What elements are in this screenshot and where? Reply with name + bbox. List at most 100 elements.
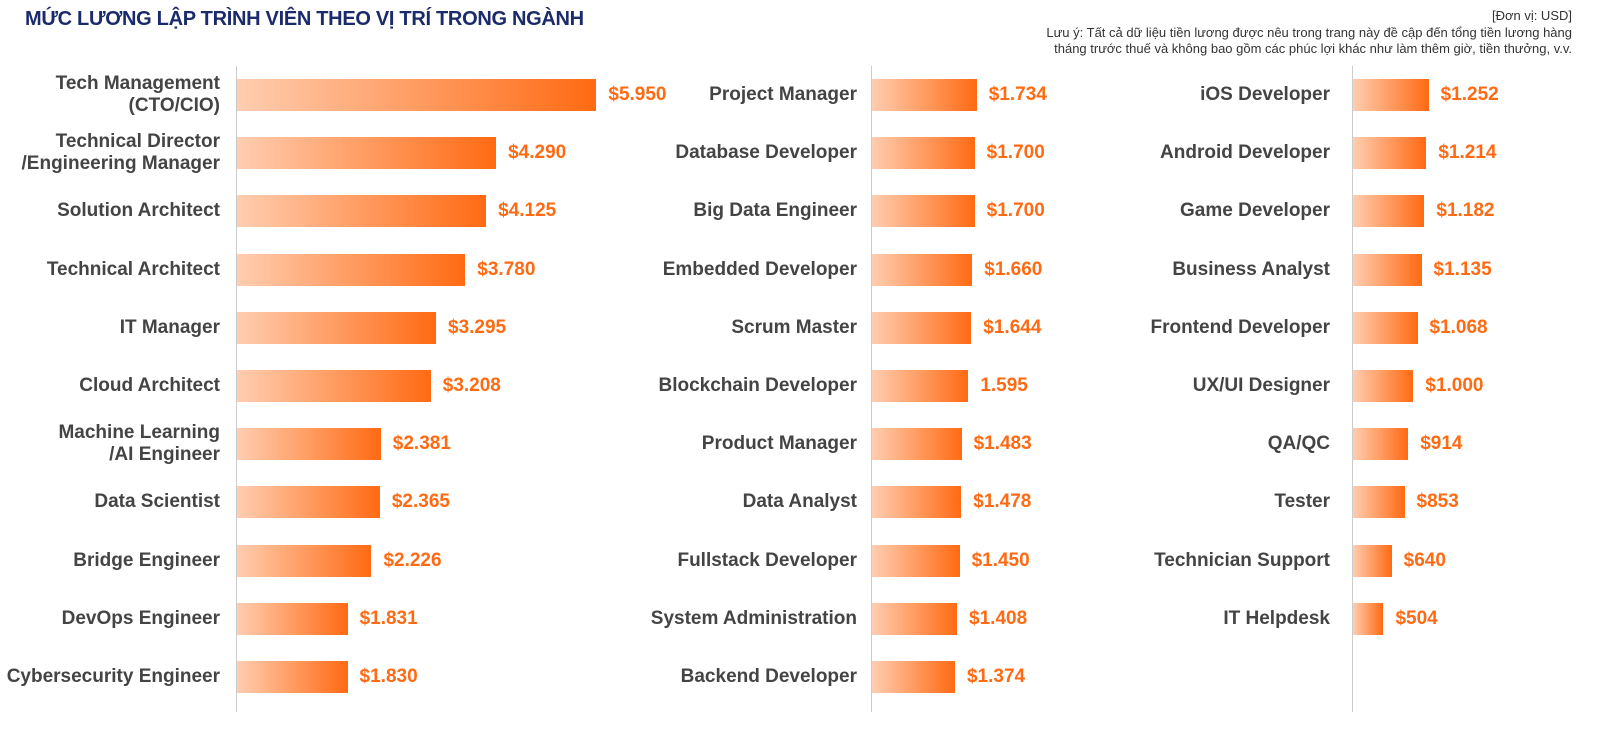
value-label: $3.208 — [442, 375, 501, 396]
title: MỨC LƯƠNG LẬP TRÌNH VIÊN THEO VỊ TRÍ TRO… — [25, 8, 584, 30]
bar — [1353, 544, 1392, 577]
bar — [1353, 195, 1425, 228]
bar — [237, 79, 597, 111]
value-label: $640 — [1403, 549, 1446, 571]
bar — [1353, 311, 1418, 344]
category-label: IT Helpdesk — [1223, 607, 1330, 629]
category-label: Cloud Architect — [79, 375, 220, 396]
bar — [872, 602, 958, 635]
value-label: $1.644 — [983, 316, 1042, 338]
axis-line — [236, 66, 237, 712]
category-label: Tester — [1274, 491, 1330, 513]
bar — [872, 661, 955, 693]
category-label: Blockchain Developer — [658, 375, 857, 396]
value-label: $1.830 — [359, 666, 418, 687]
value-label: $1.068 — [1429, 316, 1488, 338]
category-label: Tech Management (CTO/CIO) — [55, 73, 220, 116]
bar — [872, 311, 972, 344]
axis-line — [1352, 66, 1353, 712]
category-label: Embedded Developer — [662, 258, 857, 280]
category-label: IT Manager — [119, 316, 220, 338]
value-label: $1.700 — [986, 142, 1045, 164]
bar — [1353, 79, 1429, 111]
category-label: Business Analyst — [1172, 258, 1330, 280]
value-label: $1.700 — [986, 200, 1045, 222]
axis-line — [871, 66, 872, 712]
category-label: System Administration — [650, 607, 857, 629]
note: Lưu ý: Tất cả dữ liệu tiền lương được nê… — [1046, 25, 1572, 56]
bar — [872, 486, 962, 519]
value-label: $1.252 — [1440, 84, 1499, 105]
category-label: iOS Developer — [1200, 84, 1330, 105]
bar — [872, 370, 969, 402]
bar — [237, 544, 372, 577]
category-label: Cybersecurity Engineer — [6, 666, 220, 687]
category-label: Technical Architect — [46, 258, 220, 280]
value-label: $1.831 — [359, 607, 418, 629]
value-label: $1.734 — [988, 84, 1047, 105]
bar — [872, 253, 973, 286]
bar — [237, 137, 497, 170]
value-label: $2.226 — [383, 549, 442, 571]
category-label: Backend Developer — [680, 666, 857, 687]
value-label: $2.365 — [391, 491, 450, 513]
value-label: $1.450 — [971, 549, 1030, 571]
category-label: Product Manager — [701, 433, 857, 455]
value-label: $1.408 — [969, 607, 1028, 629]
category-label: Bridge Engineer — [73, 549, 220, 571]
category-label: Big Data Engineer — [693, 200, 857, 222]
category-label: Data Analyst — [742, 491, 857, 513]
bar — [237, 195, 487, 228]
bar — [1353, 602, 1384, 635]
category-label: Game Developer — [1180, 200, 1330, 222]
category-label: DevOps Engineer — [61, 607, 220, 629]
category-label: Machine Learning /AI Engineer — [58, 422, 220, 466]
bar — [1353, 137, 1427, 170]
bar — [1353, 428, 1409, 461]
value-label: $1.660 — [984, 258, 1043, 280]
bar — [237, 661, 348, 693]
value-label: $4.125 — [498, 200, 557, 222]
category-label: Android Developer — [1160, 142, 1330, 164]
value-label: $1.478 — [973, 491, 1032, 513]
bar — [237, 253, 466, 286]
bar — [872, 428, 962, 461]
category-label: Fullstack Developer — [677, 549, 857, 571]
category-label: Data Scientist — [94, 491, 220, 513]
category-label: Database Developer — [675, 142, 857, 164]
bar — [1353, 486, 1405, 519]
bar — [1353, 370, 1414, 402]
value-label: $853 — [1416, 491, 1459, 513]
value-label: $1.000 — [1425, 375, 1484, 396]
category-label: Solution Architect — [57, 200, 220, 222]
bar — [872, 137, 975, 170]
bar — [1353, 253, 1422, 286]
bar — [237, 602, 348, 635]
bar — [872, 79, 977, 111]
value-label: $1.214 — [1438, 142, 1497, 164]
value-label: $1.374 — [966, 666, 1026, 687]
bar — [872, 544, 960, 577]
value-label: $3.295 — [448, 316, 507, 338]
bar — [237, 428, 381, 461]
value-label: $5.950 — [608, 84, 667, 105]
bar — [237, 486, 380, 519]
value-label: $1.182 — [1436, 200, 1495, 222]
category-label: Scrum Master — [731, 316, 857, 338]
category-label: Technician Support — [1154, 549, 1330, 571]
value-label: $1.483 — [973, 433, 1032, 455]
value-label: 1.595 — [980, 375, 1028, 396]
bar — [237, 311, 437, 344]
bar — [872, 195, 975, 228]
category-label: Frontend Developer — [1150, 316, 1330, 338]
category-label: UX/UI Designer — [1192, 375, 1330, 396]
value-label: $504 — [1395, 607, 1438, 629]
value-label: $1.135 — [1433, 258, 1492, 280]
value-label: $2.381 — [392, 433, 451, 455]
category-label: Project Manager — [709, 84, 857, 105]
value-label: $914 — [1420, 433, 1463, 455]
value-label: $4.290 — [508, 142, 567, 164]
unit-note: [Đơn vị: USD] — [1491, 8, 1572, 23]
value-label: $3.780 — [477, 258, 536, 280]
